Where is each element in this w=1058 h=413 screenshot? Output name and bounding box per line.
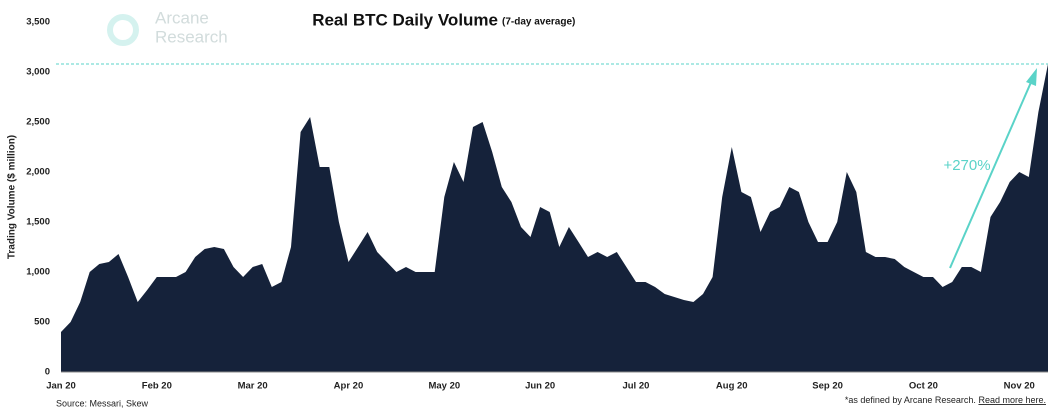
x-tick-label: Aug 20 [716, 381, 748, 392]
arrow-head [1026, 68, 1037, 86]
x-tick-label: May 20 [428, 381, 460, 392]
chart-subtitle: (7-day average) [502, 17, 575, 28]
x-tick-label: Nov 20 [1004, 381, 1035, 392]
source: Source: Messari, Skew [56, 398, 149, 408]
footnote: *as defined by Arcane Research. Read mor… [845, 395, 1046, 405]
logo-text: Research [155, 27, 228, 46]
arrow [949, 79, 1033, 269]
x-tick-label: Apr 20 [334, 381, 364, 392]
x-tick-label: Jan 20 [46, 381, 76, 392]
y-tick-label: 1,500 [26, 217, 50, 228]
x-tick-label: Jul 20 [622, 381, 649, 392]
y-tick-label: 0 [45, 367, 50, 378]
logo-icon [107, 14, 139, 46]
x-tick-label: Feb 20 [142, 381, 172, 392]
x-tick-label: Jun 20 [525, 381, 555, 392]
annotation: +270% [943, 157, 990, 174]
x-tick-label: Mar 20 [238, 381, 268, 392]
logo: Arcane Research [107, 8, 228, 46]
y-tick-label: 3,000 [26, 67, 50, 78]
y-tick-label: 2,000 [26, 167, 50, 178]
y-tick-label: 1,000 [26, 267, 50, 278]
y-tick-label: 2,500 [26, 117, 50, 128]
x-tick-label: Sep 20 [812, 381, 843, 392]
area [61, 64, 1048, 372]
y-tick-label: 500 [34, 317, 50, 328]
y-axis-label: Trading Volume ($ million) [7, 135, 18, 259]
footnote-link[interactable]: Read more here. [978, 395, 1046, 405]
footnote-text: *as defined by Arcane Research. [845, 395, 976, 405]
chart-title: Real BTC Daily Volume [312, 10, 498, 29]
x-tick-label: Oct 20 [909, 381, 938, 392]
logo-text: Arcane [155, 8, 209, 27]
y-tick-label: 3,500 [26, 17, 50, 28]
